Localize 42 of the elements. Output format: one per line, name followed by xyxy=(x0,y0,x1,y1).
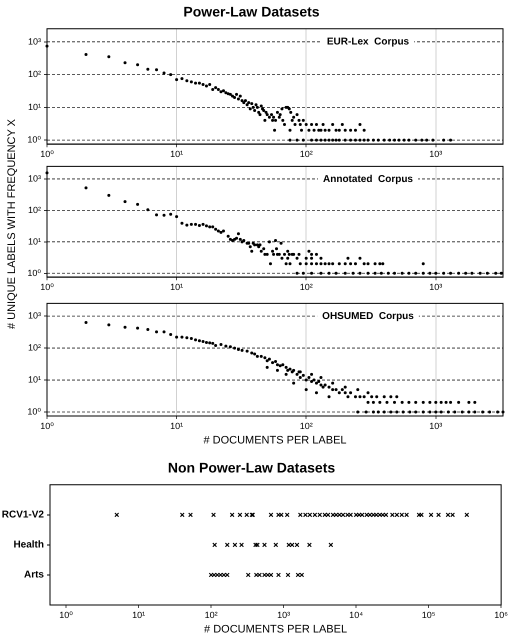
annotation: EUR-Lex Corpus xyxy=(326,36,410,48)
x-tick-label: 10⁰ xyxy=(59,610,74,620)
x-tick-label: 10² xyxy=(300,149,313,160)
y-tick-label: 10⁰ xyxy=(27,268,42,278)
y-tick-label: Health xyxy=(13,540,44,551)
y-tick-label: RCV1-V2 xyxy=(2,510,44,521)
y-tick-label: 10² xyxy=(28,342,41,353)
x-tick-label: 10³ xyxy=(277,610,290,620)
x-tick-label: 10⁵ xyxy=(422,610,436,620)
x-axis-title: # DOCUMENTS PER LABEL xyxy=(203,434,347,446)
x-tick-label: 10³ xyxy=(429,282,442,292)
x-tick-label: 10³ xyxy=(429,149,442,160)
y-tick-label: Arts xyxy=(24,570,44,581)
y-tick-label: 10¹ xyxy=(28,236,41,246)
annotation: OHSUMED Corpus xyxy=(322,311,414,322)
y-tick-label: 10² xyxy=(28,204,41,215)
x-tick-label: 10⁴ xyxy=(349,610,364,620)
y-axis-title: # UNIQUE LABELS WITH FREQUENCY X xyxy=(6,118,18,332)
y-tick-label: 10¹ xyxy=(28,102,41,112)
y-tick-label: 10² xyxy=(28,69,41,80)
y-tick-label: 10³ xyxy=(28,36,41,46)
y-tick-label: 10³ xyxy=(28,173,41,184)
x-tick-label: 10⁰ xyxy=(40,420,54,431)
y-tick-label: 10³ xyxy=(28,310,41,321)
x-tick-label: 10² xyxy=(204,610,218,620)
x-tick-label: 10⁰ xyxy=(40,149,54,160)
x-tick-label: 10¹ xyxy=(132,610,146,620)
x-tick-label: 10¹ xyxy=(170,420,184,431)
y-tick-label: 10⁰ xyxy=(27,134,42,145)
chart-title: Non Power-Law Datasets xyxy=(168,459,336,476)
x-tick-label: 10² xyxy=(300,420,313,431)
annotation: Annotated Corpus xyxy=(323,174,414,186)
x-tick-label: 10¹ xyxy=(170,282,184,292)
x-tick-label: 10¹ xyxy=(170,149,184,160)
chart-title: Power-Law Datasets xyxy=(183,3,320,20)
x-tick-label: 10⁰ xyxy=(40,282,54,292)
x-tick-label: 10³ xyxy=(429,420,442,431)
y-tick-label: 10⁰ xyxy=(27,406,42,416)
x-tick-label: 10⁶ xyxy=(494,610,508,620)
x-tick-label: 10² xyxy=(300,282,313,292)
y-tick-label: 10¹ xyxy=(28,374,41,385)
x-axis-title: # DOCUMENTS PER LABEL xyxy=(204,623,348,636)
